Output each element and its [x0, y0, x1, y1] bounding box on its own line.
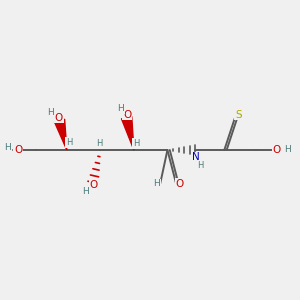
- Text: N: N: [192, 152, 200, 162]
- Text: H: H: [4, 142, 11, 152]
- Text: O: O: [273, 145, 281, 155]
- Text: O: O: [55, 112, 63, 123]
- Text: O: O: [123, 110, 131, 120]
- Text: O: O: [89, 180, 98, 190]
- Text: H: H: [133, 139, 140, 148]
- Polygon shape: [54, 119, 67, 150]
- Text: H: H: [47, 108, 54, 117]
- Text: O: O: [14, 145, 22, 155]
- Text: H: H: [197, 161, 204, 170]
- Text: H: H: [82, 187, 89, 196]
- Text: S: S: [235, 110, 242, 120]
- Text: H: H: [97, 139, 103, 148]
- Text: H: H: [66, 138, 72, 147]
- Polygon shape: [122, 116, 134, 150]
- Text: O: O: [176, 179, 184, 189]
- Text: H: H: [284, 146, 291, 154]
- Text: H: H: [117, 104, 124, 113]
- Text: H: H: [153, 179, 160, 188]
